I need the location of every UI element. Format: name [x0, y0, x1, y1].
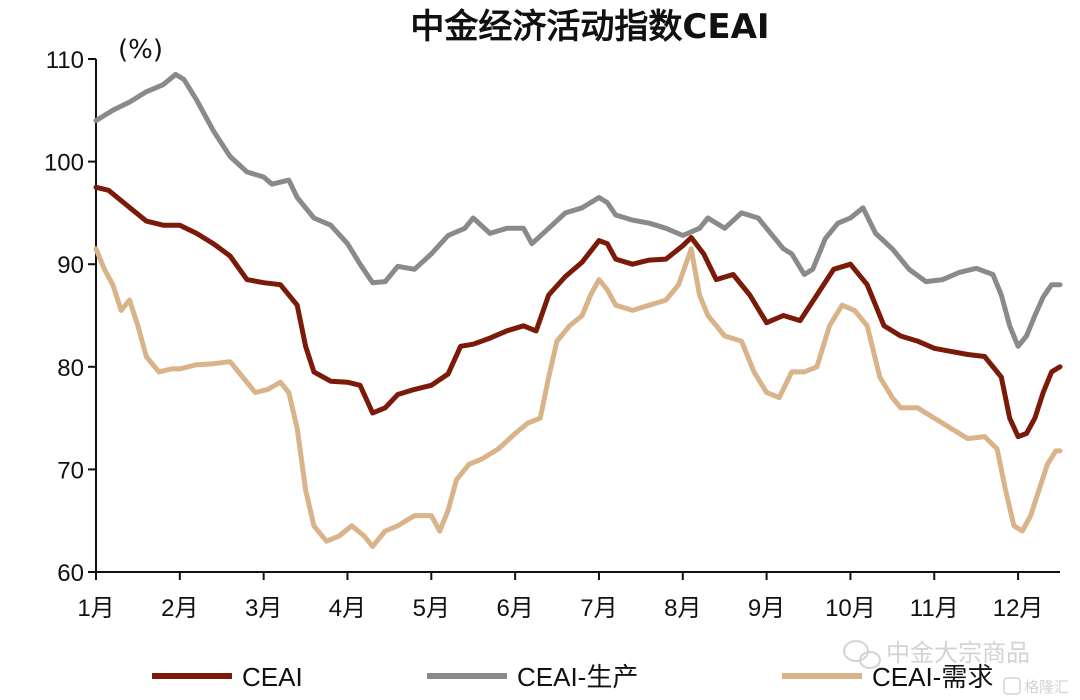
watermark: 中金大宗商品 格隆汇	[843, 639, 1069, 696]
y-tick-label: 60	[57, 560, 84, 587]
wechat-icon	[843, 640, 881, 669]
series-line-ceai-demand	[93, 246, 1063, 549]
watermark-text: 中金大宗商品	[886, 639, 1030, 667]
series-lines	[93, 71, 1063, 549]
y-tick-label: 100	[44, 150, 84, 177]
y-tick-label: 70	[57, 457, 84, 484]
x-tick-label: 11月	[910, 595, 959, 622]
x-tick-label: 3月	[245, 595, 282, 622]
y-axis-ticks: 60 70 80 90 100 110	[44, 47, 96, 587]
x-tick-label: 4月	[329, 595, 366, 622]
legend-label-ceai: CEAI	[242, 662, 303, 692]
x-tick-label: 1月	[77, 595, 114, 622]
x-tick-label: 9月	[748, 595, 785, 622]
y-tick-label: 80	[57, 355, 84, 382]
legend-label-ceai-demand: CEAI-需求	[872, 662, 993, 692]
x-tick-label: 5月	[413, 595, 450, 622]
x-tick-label: 2月	[161, 595, 198, 622]
x-tick-label: 12月	[993, 595, 1044, 622]
x-tick-label: 10月	[825, 595, 876, 622]
axes	[95, 59, 1060, 573]
series-line-ceai	[93, 184, 1063, 440]
series-line-ceai-production	[93, 71, 1063, 349]
legend-label-ceai-production: CEAI-生产	[517, 662, 638, 692]
x-axis-ticks: 1月 2月 3月 4月 5月 6月 7月 8月 9月 10月 11月 12月	[77, 572, 1043, 622]
y-tick-label: 110	[46, 47, 84, 74]
gelonghui-logo: 格隆汇	[1003, 677, 1069, 696]
watermark-subtext: 格隆汇	[1024, 678, 1069, 696]
x-tick-label: 6月	[496, 595, 533, 622]
x-tick-label: 8月	[664, 595, 701, 622]
y-tick-label: 90	[57, 252, 84, 279]
chart-title: 中金经济活动指数CEAI	[410, 7, 769, 47]
y-axis-unit-label: (%)	[118, 35, 163, 65]
legend: CEAI CEAI-生产 CEAI-需求	[152, 662, 993, 692]
x-tick-label: 7月	[580, 595, 617, 622]
